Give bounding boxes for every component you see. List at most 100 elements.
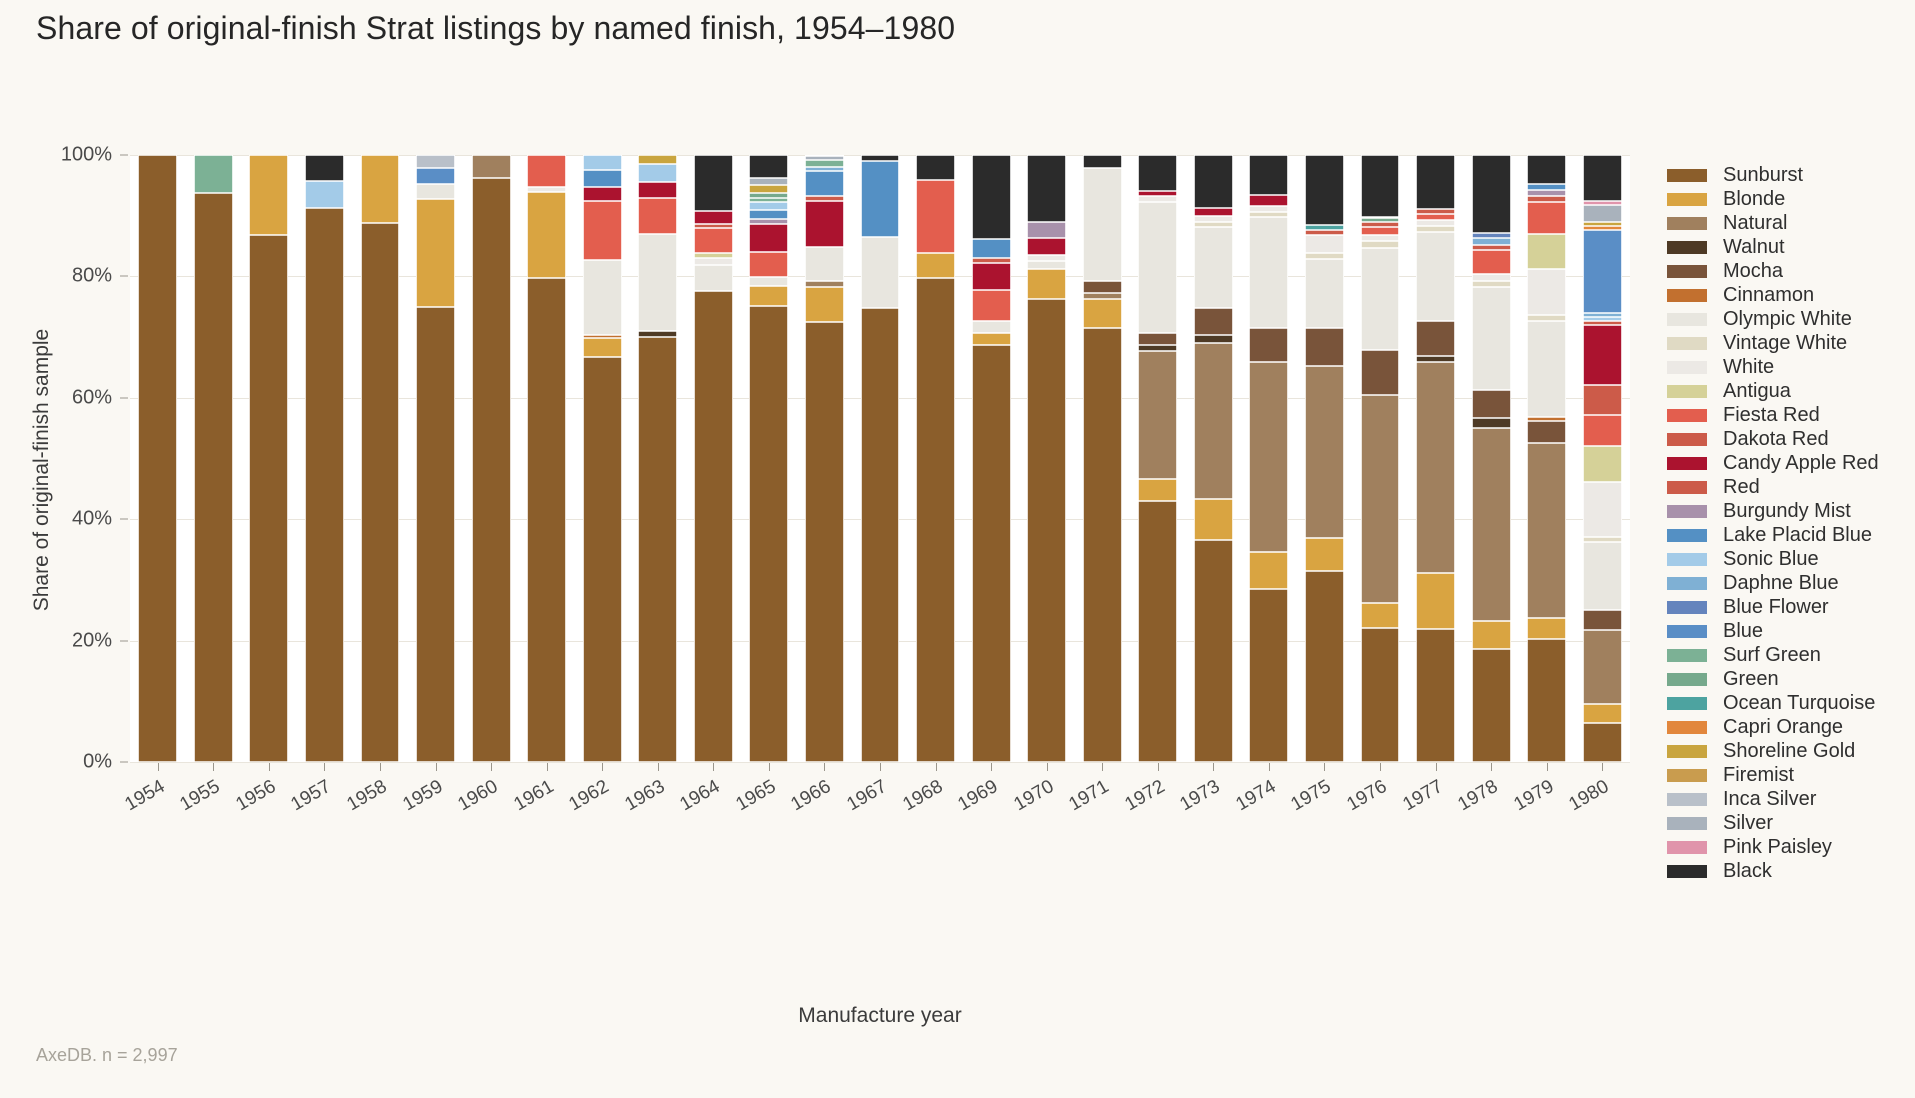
legend-item-sonic-blue[interactable]: Sonic Blue <box>1667 547 1879 571</box>
bar-segment[interactable] <box>1416 320 1455 356</box>
legend-item-fiesta-red[interactable]: Fiesta Red <box>1667 403 1879 427</box>
bar-segment[interactable] <box>1082 155 1122 169</box>
bar-segment[interactable] <box>1249 211 1289 217</box>
bar-segment[interactable] <box>971 345 1011 762</box>
legend-item-dakota-red[interactable]: Dakota Red <box>1667 427 1879 451</box>
bar-segment[interactable] <box>638 337 678 762</box>
bar-segment[interactable] <box>1138 196 1178 203</box>
bar-1979[interactable] <box>1527 155 1567 762</box>
bar-segment[interactable] <box>1471 417 1511 428</box>
bar-segment[interactable] <box>416 198 455 307</box>
bar-segment[interactable] <box>360 155 400 223</box>
bar-segment[interactable] <box>1582 205 1622 223</box>
bar-segment[interactable] <box>582 334 622 339</box>
bar-segment[interactable] <box>1527 202 1567 234</box>
bar-segment[interactable] <box>1360 247 1400 351</box>
bar-segment[interactable] <box>805 160 844 167</box>
bar-segment[interactable] <box>1193 226 1233 308</box>
bar-segment[interactable] <box>1193 539 1233 762</box>
bar-segment[interactable] <box>1138 501 1178 762</box>
bar-segment[interactable] <box>805 321 844 762</box>
bar-1966[interactable] <box>805 155 844 762</box>
bar-segment[interactable] <box>860 236 900 308</box>
legend-item-daphne-blue[interactable]: Daphne Blue <box>1667 571 1879 595</box>
bar-segment[interactable] <box>416 306 455 762</box>
bar-segment[interactable] <box>1249 362 1289 552</box>
bar-segment[interactable] <box>1471 244 1511 250</box>
bar-1959[interactable] <box>416 155 455 762</box>
bar-segment[interactable] <box>471 155 511 179</box>
bar-segment[interactable] <box>1082 292 1122 299</box>
bar-segment[interactable] <box>916 252 955 278</box>
bar-segment[interactable] <box>471 178 511 762</box>
bar-segment[interactable] <box>1360 603 1400 629</box>
bar-segment[interactable] <box>1138 155 1178 192</box>
bar-segment[interactable] <box>527 155 567 187</box>
bar-segment[interactable] <box>1360 234 1400 242</box>
bar-segment[interactable] <box>1527 416 1567 422</box>
bar-segment[interactable] <box>1360 628 1400 762</box>
bar-1977[interactable] <box>1416 155 1455 762</box>
bar-segment[interactable] <box>582 155 622 171</box>
bar-segment[interactable] <box>1027 155 1067 223</box>
bar-segment[interactable] <box>638 331 678 338</box>
bar-segment[interactable] <box>971 263 1011 291</box>
bar-segment[interactable] <box>805 280 844 287</box>
bar-segment[interactable] <box>749 192 789 198</box>
bar-segment[interactable] <box>805 171 844 196</box>
bar-segment[interactable] <box>971 238 1011 259</box>
bar-segment[interactable] <box>1582 446 1622 482</box>
bar-segment[interactable] <box>1305 259 1344 328</box>
bar-1978[interactable] <box>1471 155 1511 762</box>
bar-segment[interactable] <box>971 320 1011 333</box>
bar-segment[interactable] <box>805 155 844 161</box>
bar-segment[interactable] <box>360 222 400 762</box>
bar-segment[interactable] <box>1527 639 1567 762</box>
bar-segment[interactable] <box>1582 536 1622 542</box>
bar-segment[interactable] <box>1582 201 1622 206</box>
bar-segment[interactable] <box>1582 541 1622 611</box>
legend-item-surf-green[interactable]: Surf Green <box>1667 643 1879 667</box>
bar-segment[interactable] <box>1471 648 1511 762</box>
bar-segment[interactable] <box>582 338 622 358</box>
bar-segment[interactable] <box>1527 421 1567 443</box>
bar-segment[interactable] <box>1416 362 1455 574</box>
bar-1970[interactable] <box>1027 155 1067 762</box>
bar-segment[interactable] <box>638 164 678 183</box>
bar-segment[interactable] <box>1471 237 1511 245</box>
bar-segment[interactable] <box>582 170 622 188</box>
bar-segment[interactable] <box>860 161 900 237</box>
bar-segment[interactable] <box>1193 155 1233 209</box>
bar-segment[interactable] <box>1249 216 1289 328</box>
bar-segment[interactable] <box>1582 704 1622 723</box>
legend-item-silver[interactable]: Silver <box>1667 811 1879 835</box>
bar-segment[interactable] <box>582 187 622 201</box>
bar-segment[interactable] <box>1582 481 1622 537</box>
bar-segment[interactable] <box>805 155 844 156</box>
legend-item-burgundy-mist[interactable]: Burgundy Mist <box>1667 499 1879 523</box>
bar-segment[interactable] <box>1471 287 1511 390</box>
bar-segment[interactable] <box>1416 232 1455 321</box>
bar-segment[interactable] <box>1416 629 1455 762</box>
bar-segment[interactable] <box>1471 281 1511 288</box>
bar-segment[interactable] <box>860 307 900 762</box>
legend-item-pink-paisley[interactable]: Pink Paisley <box>1667 835 1879 859</box>
bar-segment[interactable] <box>749 185 789 193</box>
bar-segment[interactable] <box>1249 589 1289 762</box>
bar-segment[interactable] <box>1527 314 1567 321</box>
bar-segment[interactable] <box>1471 249 1511 274</box>
bar-segment[interactable] <box>249 155 289 236</box>
legend-item-cinnamon[interactable]: Cinnamon <box>1667 283 1879 307</box>
bar-segment[interactable] <box>1527 233 1567 270</box>
bar-segment[interactable] <box>749 251 789 278</box>
bar-segment[interactable] <box>805 166 844 172</box>
bar-segment[interactable] <box>1582 325 1622 385</box>
bar-1980[interactable] <box>1582 155 1622 762</box>
bar-segment[interactable] <box>1416 219 1455 227</box>
bar-segment[interactable] <box>1082 298 1122 328</box>
bar-segment[interactable] <box>693 257 733 265</box>
bar-segment[interactable] <box>1360 395 1400 604</box>
legend-item-firemist[interactable]: Firemist <box>1667 763 1879 787</box>
bar-segment[interactable] <box>1582 222 1622 227</box>
bar-1961[interactable] <box>527 155 567 762</box>
